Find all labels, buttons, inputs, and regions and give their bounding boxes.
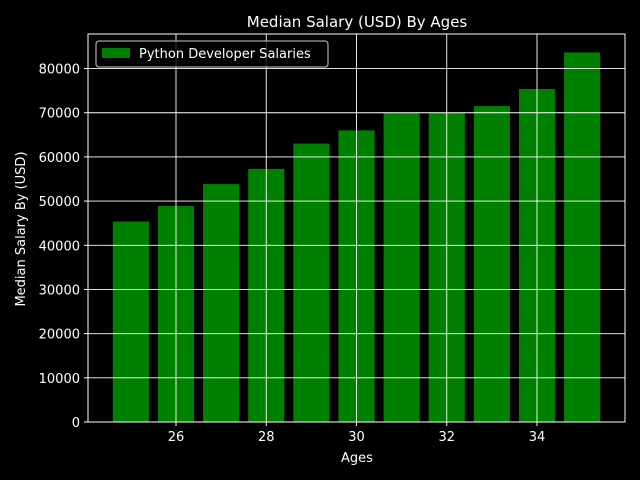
- y-tick-label: 40000: [39, 239, 80, 254]
- bar-age-27: [203, 184, 240, 422]
- y-tick-label: 80000: [39, 63, 80, 78]
- x-tick-label: 32: [438, 430, 455, 445]
- y-tick-label: 0: [72, 416, 80, 431]
- bar-age-29: [293, 143, 330, 422]
- bar-age-35: [564, 52, 601, 422]
- legend-swatch: [102, 48, 130, 58]
- y-tick-label: 60000: [39, 151, 80, 166]
- y-axis-label: Median Salary By (USD): [14, 151, 29, 306]
- y-tick-label: 70000: [39, 107, 80, 122]
- y-tick-label: 20000: [39, 328, 80, 343]
- y-tick-label: 30000: [39, 283, 80, 298]
- bar-age-33: [473, 106, 510, 422]
- x-tick-label: 30: [348, 430, 365, 445]
- chart-title: Median Salary (USD) By Ages: [247, 13, 468, 31]
- y-tick-label: 50000: [39, 195, 80, 210]
- y-tick-label: 10000: [39, 372, 80, 387]
- x-tick-label: 34: [529, 430, 546, 445]
- x-tick-label: 28: [258, 430, 275, 445]
- x-axis-label: Ages: [341, 451, 373, 466]
- bar-age-25: [112, 221, 149, 422]
- legend-label: Python Developer Salaries: [139, 47, 311, 62]
- legend: Python Developer Salaries: [95, 40, 329, 68]
- bar-age-31: [383, 112, 420, 422]
- x-tick-label: 26: [168, 430, 185, 445]
- y-axis-ticks: 0 10000 20000 30000 40000 50000 60000 70000 8000…: [39, 63, 88, 431]
- x-axis-ticks: 26 28 30 32 34: [168, 422, 546, 445]
- legend-box: [95, 40, 329, 68]
